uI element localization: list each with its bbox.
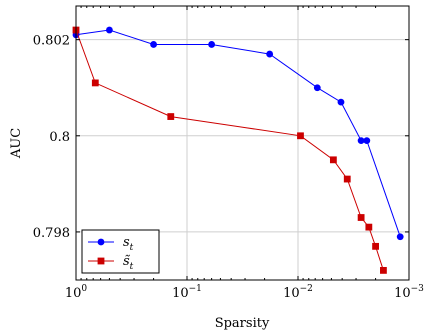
series-line xyxy=(75,29,401,237)
data-point xyxy=(337,98,345,106)
data-point xyxy=(357,137,365,144)
y-tick-label: 0.798 xyxy=(33,226,70,241)
legend-marker xyxy=(97,238,105,246)
data-point xyxy=(313,84,321,92)
ticks xyxy=(75,6,410,280)
x-tick-label: 10−2 xyxy=(283,284,313,301)
series-line xyxy=(75,29,384,271)
data-point xyxy=(343,175,351,183)
data-point xyxy=(208,41,216,48)
legend-box xyxy=(81,229,160,274)
data-point xyxy=(266,50,274,58)
x-tick-label: 100 xyxy=(65,284,88,301)
legend: sts̃t xyxy=(81,229,160,274)
plot-frame xyxy=(75,5,410,281)
data-point xyxy=(167,113,175,120)
data-point xyxy=(297,132,304,140)
y-axis-title: AUC xyxy=(9,128,24,159)
data-point xyxy=(106,26,113,34)
data-point xyxy=(91,79,99,87)
data-point xyxy=(380,266,387,274)
data-point xyxy=(357,214,365,221)
data-point xyxy=(365,223,373,231)
series-layer xyxy=(72,26,404,274)
series-1 xyxy=(72,26,404,241)
series-2 xyxy=(72,26,387,274)
data-point xyxy=(150,41,157,48)
x-axis-title: Sparsity xyxy=(215,316,270,331)
y-tick-label: 0.8 xyxy=(49,130,70,145)
tick-labels: 100 10−1 10−2 10−3 0.798 0.8 0.802 xyxy=(33,34,424,301)
x-tick-label: 10−3 xyxy=(394,284,424,301)
legend-label: s̃t xyxy=(123,254,134,272)
data-point xyxy=(396,233,404,241)
data-point xyxy=(363,137,371,144)
data-point xyxy=(329,156,337,164)
data-point xyxy=(372,242,379,250)
legend-marker xyxy=(97,257,105,265)
x-tick-label: 10−1 xyxy=(172,284,202,301)
y-tick-label: 0.802 xyxy=(33,34,70,49)
legend-label: st xyxy=(123,235,134,253)
